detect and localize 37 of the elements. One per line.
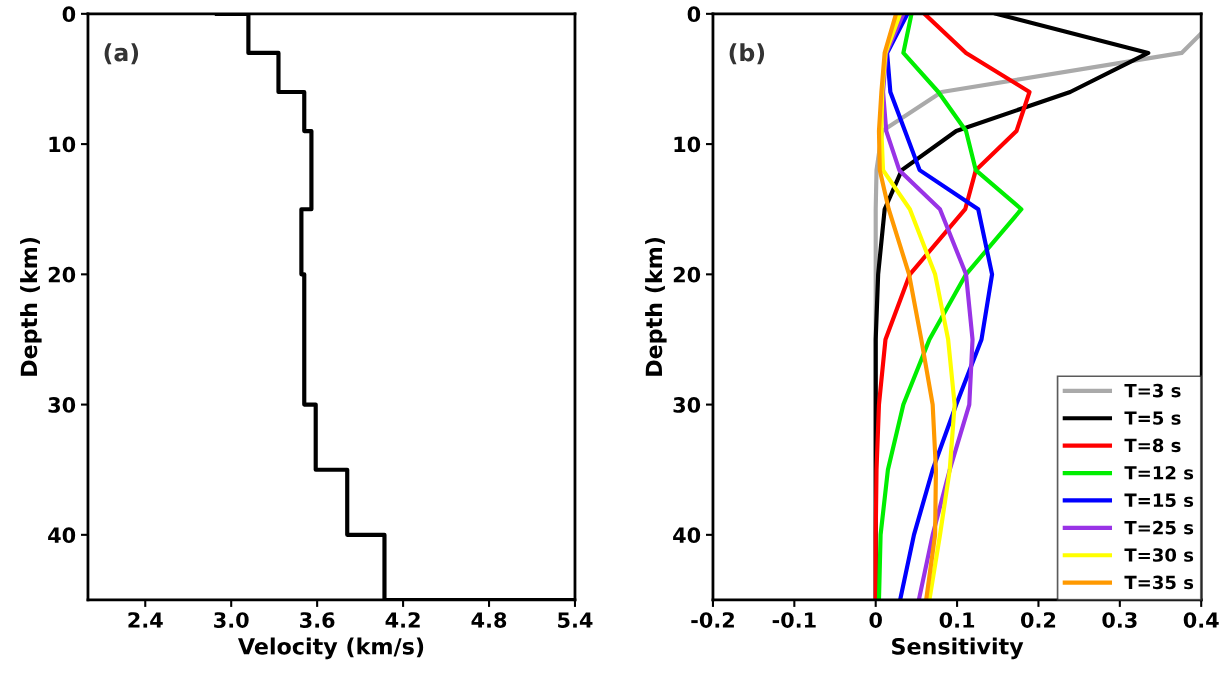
y-tick-label: 10 (674, 136, 701, 153)
x-tick-label: 4.8 (471, 612, 507, 628)
x-tick-label: 0.4 (1183, 612, 1219, 628)
x-tick-label: 5.4 (558, 612, 593, 628)
y-axis-title: Depth (km) (645, 237, 667, 376)
x-axis-title: Velocity (km/s) (238, 637, 424, 660)
x-tick-label: 0.2 (1021, 612, 1056, 628)
legend-label: T=35 s (1124, 575, 1194, 590)
x-tick-label: 0.1 (939, 612, 975, 628)
annotation: (b) (729, 43, 765, 65)
y-tick-label: 20 (673, 266, 701, 283)
legend-label: T=30 s (1124, 548, 1194, 562)
legend-label: T=3 s (1124, 383, 1181, 398)
y-tick-label: 20 (48, 266, 76, 283)
x-tick-label: 3.6 (300, 612, 335, 628)
x-tick-label: 2.4 (128, 612, 163, 628)
x-axis-title: Sensitivity (892, 637, 1024, 660)
x-tick-label: -0.2 (691, 612, 734, 628)
y-tick-label: 0 (687, 6, 701, 23)
legend-label: T=12 s (1124, 465, 1194, 480)
legend-label: T=8 s (1124, 438, 1181, 453)
y-tick-label: 40 (48, 527, 76, 544)
y-tick-label: 30 (48, 397, 76, 413)
y-axis-title: Depth (km) (20, 237, 42, 376)
annotation: (a) (104, 43, 139, 65)
y-tick-label: 40 (673, 527, 701, 544)
legend-label: T=25 s (1124, 520, 1194, 535)
y-tick-label: 0 (62, 6, 76, 23)
x-tick-label: 0.3 (1102, 612, 1137, 628)
legend-label: T=15 s (1124, 493, 1194, 508)
y-tick-label: 10 (49, 136, 76, 153)
x-tick-label: -0.1 (772, 612, 816, 628)
x-tick-label: 0 (869, 612, 882, 628)
x-tick-label: 3.0 (214, 612, 249, 628)
x-tick-label: 4.2 (385, 612, 420, 628)
y-tick-label: 30 (673, 397, 701, 413)
legend-label: T=5 s (1124, 411, 1181, 425)
